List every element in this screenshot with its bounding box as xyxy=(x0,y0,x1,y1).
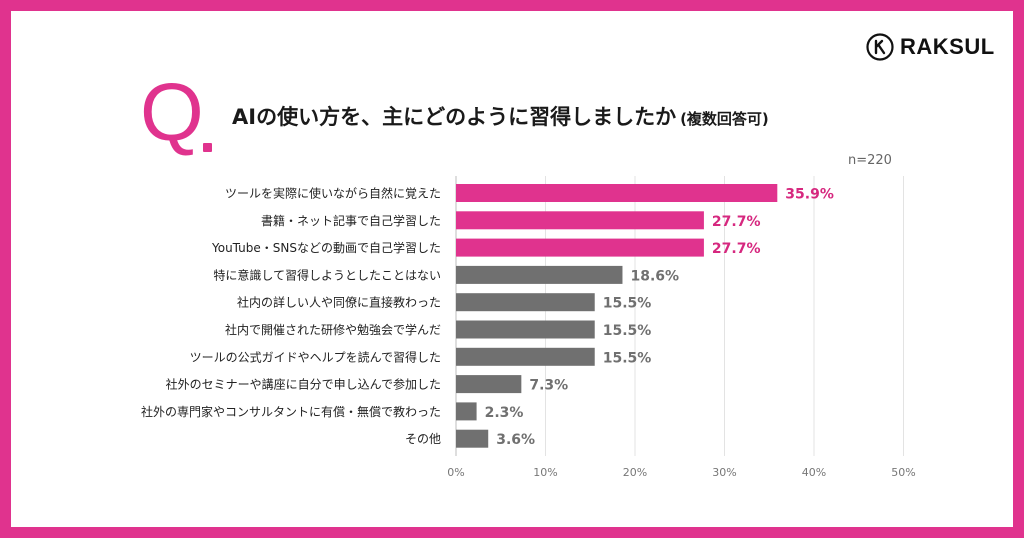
value-label: 18.6% xyxy=(630,268,679,284)
bar xyxy=(456,402,477,421)
question-text: AIの使い方を、主にどのように習得しましたか xyxy=(232,105,677,129)
bar xyxy=(456,265,623,284)
bar xyxy=(456,347,595,366)
category-label: 社外のセミナーや講座に自分で申し込んで参加した xyxy=(166,377,441,392)
bar-layer xyxy=(456,184,778,448)
bar xyxy=(456,293,595,312)
category-label: 社外の専門家やコンサルタントに有償・無償で教わった xyxy=(141,404,441,419)
value-label: 2.3% xyxy=(485,405,524,421)
category-label: 社内の詳しい人や同僚に直接教わった xyxy=(237,295,441,310)
category-label: YouTube・SNSなどの動画で自己学習した xyxy=(211,240,441,255)
question-mark-letter: Q xyxy=(140,67,204,158)
x-tick-label: 30% xyxy=(712,466,736,479)
value-label: 3.6% xyxy=(496,432,535,448)
bar xyxy=(456,211,704,230)
bar xyxy=(456,429,489,448)
brand-name: RAKSUL xyxy=(900,34,995,59)
category-label: 書籍・ネット記事で自己学習した xyxy=(261,213,441,228)
raksul-logo-icon xyxy=(866,33,894,61)
value-label: 15.5% xyxy=(603,323,652,339)
value-label: 7.3% xyxy=(529,378,568,394)
value-label: 27.7% xyxy=(712,241,761,257)
bar xyxy=(456,238,704,257)
bar xyxy=(456,375,522,394)
label-layer: 0% 10% 20% 30% 40% 50% ツールを実際に使いながら自然に覚えた 35.9%… xyxy=(141,186,916,480)
bar xyxy=(456,320,595,339)
category-label: ツールを実際に使いながら自然に覚えた xyxy=(225,186,441,201)
category-label: ツールの公式ガイドやヘルプを読んで習得した xyxy=(190,349,441,364)
x-tick-label: 20% xyxy=(623,466,647,479)
brand-logo: RAKSUL xyxy=(866,33,995,61)
x-tick-label: 40% xyxy=(802,466,826,479)
x-tick-label: 10% xyxy=(533,466,557,479)
x-tick-label: 0% xyxy=(447,466,464,479)
value-label: 35.9% xyxy=(785,187,834,203)
question-title: AIの使い方を、主にどのように習得しましたか (複数回答可) xyxy=(232,101,769,131)
category-label: 特に意識して習得しようとしたことはない xyxy=(213,267,441,282)
bar xyxy=(456,184,778,202)
question-mark-dot xyxy=(203,143,212,152)
value-label: 15.5% xyxy=(603,350,652,366)
x-tick-label: 50% xyxy=(891,466,915,479)
question-note: (複数回答可) xyxy=(680,110,769,128)
category-label: その他 xyxy=(405,432,441,446)
sample-size: n=220 xyxy=(848,153,892,168)
category-label: 社内で開催された研修や勉強会で学んだ xyxy=(225,322,441,337)
value-label: 27.7% xyxy=(712,214,761,230)
value-label: 15.5% xyxy=(603,296,652,312)
